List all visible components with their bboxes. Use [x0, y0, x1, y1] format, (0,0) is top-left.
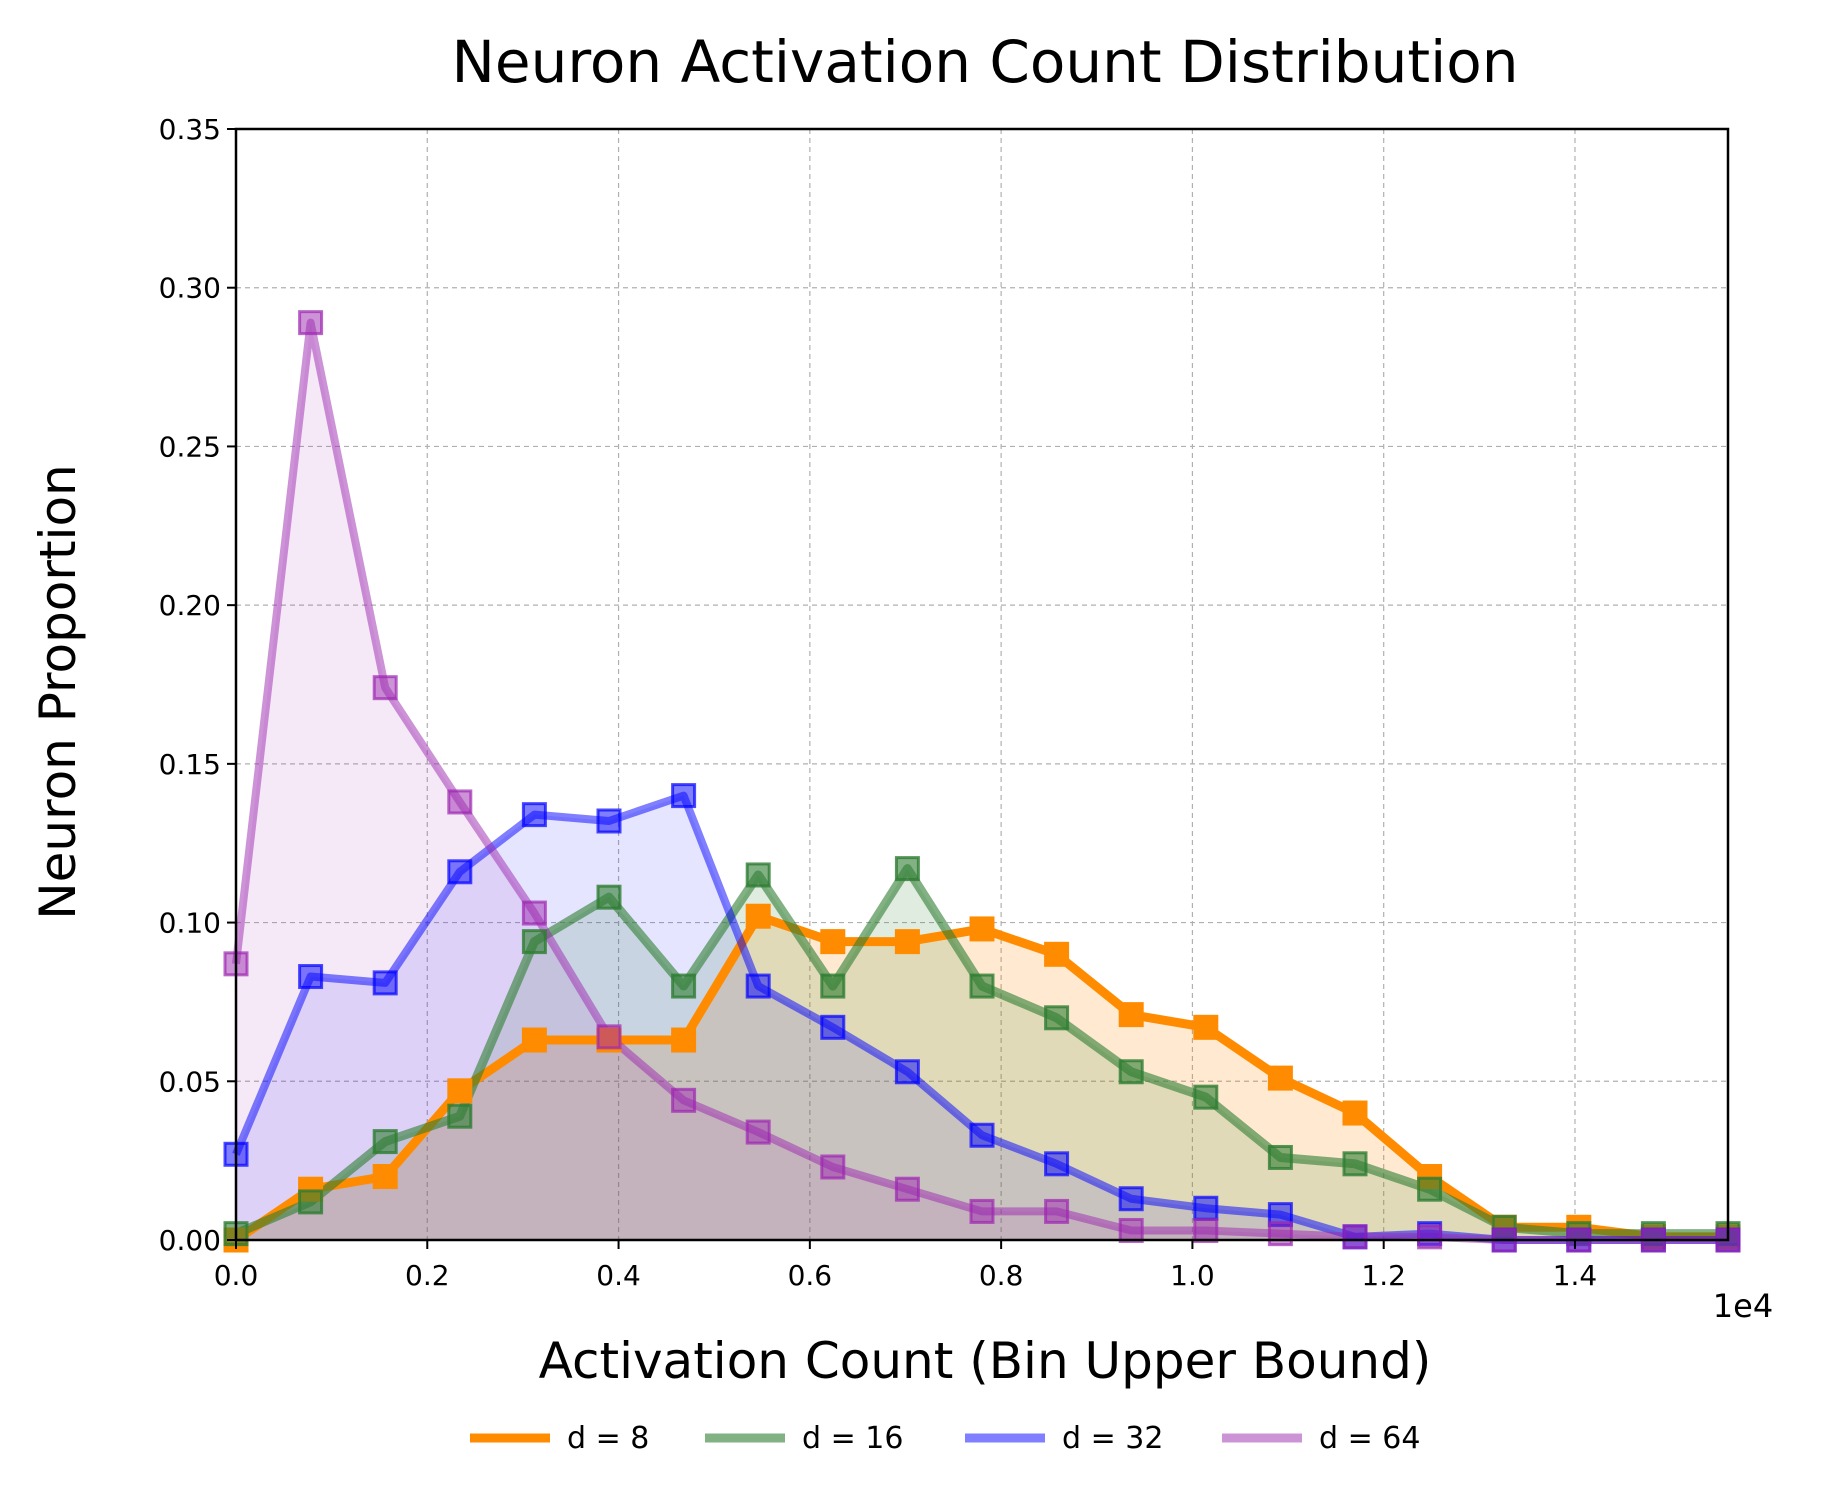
- x-tick-label: 0.0: [214, 1259, 259, 1292]
- series-4-point: [894, 1176, 920, 1202]
- series-3-point: [969, 1122, 995, 1148]
- x-tick-label: 1.4: [1553, 1259, 1598, 1292]
- series-4-point: [596, 1024, 622, 1050]
- series-2-point: [1342, 1151, 1368, 1177]
- series-4-point: [1044, 1198, 1070, 1224]
- series-1-point: [745, 903, 771, 929]
- y-tick-label: 0.20: [159, 589, 221, 622]
- series-1-point: [372, 1164, 398, 1190]
- series-1-point: [1342, 1100, 1368, 1126]
- series-2-point: [521, 929, 547, 955]
- series-2-point: [1267, 1144, 1293, 1170]
- series-4-point: [969, 1198, 995, 1224]
- series-3-point: [745, 973, 771, 999]
- series-4-point: [1342, 1224, 1368, 1250]
- series-2-point: [372, 1129, 398, 1155]
- series-2-point: [894, 856, 920, 882]
- series-2-point: [298, 1189, 324, 1215]
- series-3-point: [298, 964, 324, 990]
- x-tick-label: 0.6: [788, 1259, 833, 1292]
- series-3-point: [447, 859, 473, 885]
- series-4-point: [1267, 1221, 1293, 1247]
- series-2-point: [447, 1103, 473, 1129]
- series-4-point: [745, 1119, 771, 1145]
- y-tick-label: 0.15: [159, 748, 221, 781]
- x-tick-label: 1.2: [1361, 1259, 1406, 1292]
- y-tick-label: 0.10: [159, 907, 221, 940]
- series-3-point: [894, 1059, 920, 1085]
- x-scale-label: 1e4: [1713, 1287, 1773, 1325]
- x-tick-label: 0.2: [405, 1259, 450, 1292]
- series-markers: [223, 310, 1741, 1253]
- series-4-point: [298, 310, 324, 336]
- axis-ticks: 0.0 0.2 0.4 0.6 0.8 1.0 1.2 1.4 0.00 0.05 0.10 0.15…: [159, 113, 1598, 1292]
- series-3-point: [820, 1014, 846, 1040]
- series-1-point: [894, 929, 920, 955]
- y-axis-label: Neuron Proportion: [29, 464, 87, 919]
- series-1-point: [447, 1078, 473, 1104]
- series-1-point: [1267, 1065, 1293, 1091]
- series-4-point: [1118, 1217, 1144, 1243]
- series-2-point: [820, 973, 846, 999]
- series-1-point: [521, 1027, 547, 1053]
- series-3-point: [1193, 1195, 1219, 1221]
- x-tick-label: 0.4: [596, 1259, 641, 1292]
- legend-label-3: d = 32: [1062, 1421, 1163, 1456]
- series-4-point: [1193, 1217, 1219, 1243]
- y-tick-label: 0.35: [159, 113, 221, 146]
- series-3-point: [671, 783, 697, 809]
- y-tick-label: 0.00: [159, 1224, 221, 1257]
- grid: [236, 129, 1728, 1240]
- series-3-point: [596, 808, 622, 834]
- chart-title: Neuron Activation Count Distribution: [452, 28, 1519, 96]
- series-2-point: [1417, 1176, 1443, 1202]
- series-3-point: [372, 970, 398, 996]
- series-2-point: [1044, 1005, 1070, 1031]
- series-4-point: [671, 1087, 697, 1113]
- series-2-point: [1118, 1059, 1144, 1085]
- series-4-point: [820, 1154, 846, 1180]
- x-axis-label: Activation Count (Bin Upper Bound): [539, 1332, 1432, 1390]
- series-4-point: [372, 675, 398, 701]
- series-2-point: [969, 973, 995, 999]
- series-3-point: [1044, 1151, 1070, 1177]
- plot-frame: [234, 127, 1730, 1242]
- series-1-point: [820, 929, 846, 955]
- series-1-point: [969, 916, 995, 942]
- series-1-point: [1044, 941, 1070, 967]
- series-1-point: [671, 1027, 697, 1053]
- y-tick-label: 0.30: [159, 272, 221, 305]
- y-tick-label: 0.25: [159, 430, 221, 463]
- legend-label-4: d = 64: [1319, 1421, 1420, 1456]
- legend-label-1: d = 8: [567, 1421, 649, 1456]
- series-1-point: [1118, 1002, 1144, 1028]
- series-3-point: [1118, 1186, 1144, 1212]
- series-2-point: [671, 973, 697, 999]
- series-4-point: [447, 789, 473, 815]
- y-tick-label: 0.05: [159, 1065, 221, 1098]
- series-4-point: [1417, 1224, 1443, 1250]
- series-4-point: [521, 900, 547, 926]
- x-tick-label: 0.8: [979, 1259, 1024, 1292]
- series-2-point: [596, 884, 622, 910]
- series-2-point: [745, 862, 771, 888]
- legend-label-2: d = 16: [802, 1421, 903, 1456]
- x-tick-label: 1.0: [1170, 1259, 1215, 1292]
- legend: d = 8 d = 16 d = 32 d = 64: [470, 1421, 1420, 1456]
- series-2-point: [1193, 1084, 1219, 1110]
- series-3-point: [521, 802, 547, 828]
- series-1-point: [1193, 1014, 1219, 1040]
- series-fill-2: [236, 868, 1728, 1240]
